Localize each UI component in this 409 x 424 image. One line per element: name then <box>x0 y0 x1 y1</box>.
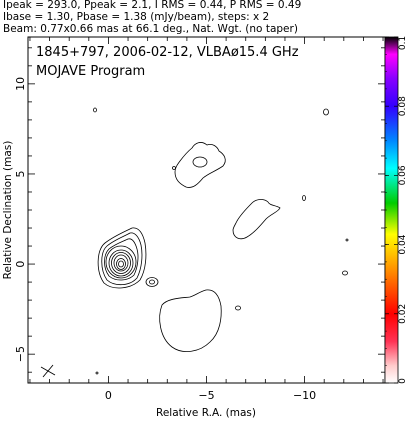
x-tick-label: −5 <box>198 389 214 402</box>
beam-marker <box>40 364 56 378</box>
colorbar-tick-label: 0 <box>398 378 408 384</box>
beam-minor-axis <box>42 364 54 378</box>
y-tick-label: −5 <box>14 346 27 362</box>
x-tick-label: −10 <box>293 389 316 402</box>
component-east-inner <box>149 279 155 285</box>
y-axis-label: Relative Declination (mas) <box>2 141 14 280</box>
plot-title-line-1: 1845+797, 2006-02-12, VLBAø15.4 GHz <box>36 45 299 60</box>
noise-speck <box>235 305 241 311</box>
component-north-inner <box>192 156 208 168</box>
colorbar-tick-label: 0.06 <box>398 165 408 185</box>
colorbar: 0 0.02 0.04 0.06 0.08 0.1 <box>384 36 408 384</box>
axis-ticks: 0 −5 −10 −5 0 5 10 <box>14 37 385 402</box>
plot-frame <box>27 36 386 384</box>
header-line-3: Beam: 0.77x0.66 mas at 66.1 deg., Nat. W… <box>3 23 298 35</box>
noise-speck <box>323 108 329 116</box>
plot-title-line-2: MOJAVE Program <box>36 64 145 79</box>
y-tick-label: 10 <box>14 77 27 91</box>
y-tick-label: 0 <box>14 261 27 268</box>
core-contour-7 <box>113 254 129 272</box>
component-north <box>174 142 226 188</box>
component-north-outer <box>174 142 226 188</box>
header-line-1: Ipeak = 293.0, Ppeak = 2.1, I RMS = 0.44… <box>3 0 301 11</box>
core-contour-6 <box>111 252 131 274</box>
header-line-2: Ibase = 1.30, Pbase = 1.38 (mJy/beam), s… <box>3 11 269 23</box>
colorbar-tick-label: 0.04 <box>398 234 408 254</box>
core-contour-5 <box>108 249 134 277</box>
core-contour-4 <box>105 245 137 279</box>
component-east <box>145 277 159 287</box>
noise-speck <box>95 371 99 375</box>
noise-speck <box>345 238 349 242</box>
core-contour-1 <box>97 227 147 289</box>
noise-speck <box>342 270 348 276</box>
colorbar-tick-label: 0.1 <box>398 36 408 50</box>
colorbar-tick-label: 0.08 <box>398 96 408 116</box>
y-tick-label: 5 <box>14 170 27 177</box>
noise-speck <box>302 195 306 201</box>
core-contour-2 <box>101 232 143 286</box>
x-tick-label: 0 <box>105 389 112 402</box>
core-component <box>97 227 147 289</box>
core-contour-3 <box>104 238 139 281</box>
x-axis-label: Relative R.A. (mas) <box>156 407 256 419</box>
core-contour-9 <box>118 260 124 268</box>
noise-speck <box>172 166 176 170</box>
contour-map <box>93 107 349 375</box>
colorbar-tick-label: 0.02 <box>398 304 408 324</box>
core-contour-8 <box>116 258 126 270</box>
colorbar-ticks: 0 0.02 0.04 0.06 0.08 0.1 <box>385 36 408 384</box>
component-west <box>232 199 281 240</box>
noise-speck <box>93 107 97 113</box>
component-southwest <box>159 289 222 352</box>
component-east-outer <box>145 277 159 287</box>
